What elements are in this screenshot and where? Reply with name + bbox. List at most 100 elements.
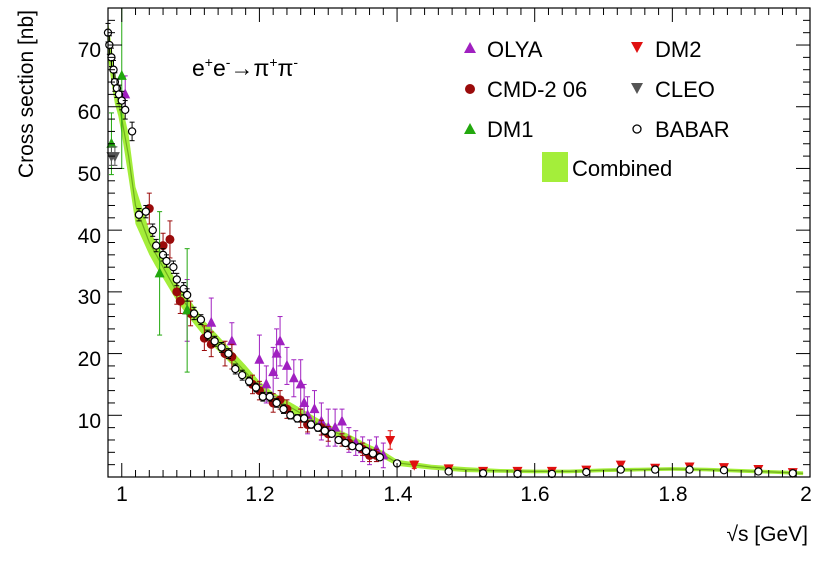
data-point-babar bbox=[182, 290, 192, 300]
legend-entry-cmd2: CMD-2 06 bbox=[465, 77, 587, 102]
data-point-cmd-2-06 bbox=[158, 241, 168, 251]
legend-entry-dm1: DM1 bbox=[464, 117, 533, 142]
data-point-cmd-2-06 bbox=[172, 287, 182, 297]
data-point-babar bbox=[650, 465, 660, 474]
legend-label-olya: OLYA bbox=[487, 37, 543, 62]
data-point-babar bbox=[444, 467, 453, 476]
data-point-olya bbox=[337, 415, 347, 426]
process-electron: e bbox=[192, 55, 205, 81]
data-point-babar bbox=[320, 426, 329, 435]
data-point-olya bbox=[271, 347, 282, 358]
legend-label-dm1: DM1 bbox=[487, 117, 533, 142]
data-point-babar bbox=[238, 370, 247, 380]
data-series-layer bbox=[103, 7, 798, 479]
data-point-babar bbox=[341, 438, 350, 448]
legend-marker-dm2 bbox=[631, 42, 643, 53]
data-point-babar bbox=[231, 364, 240, 374]
series-cmd-2-06 bbox=[144, 192, 381, 463]
legend-label-cmd2: CMD-2 06 bbox=[487, 77, 587, 102]
data-point-babar bbox=[272, 398, 281, 408]
data-point-babar bbox=[616, 465, 625, 474]
data-point-olya bbox=[330, 421, 341, 432]
data-point-babar bbox=[478, 469, 488, 478]
data-point-dm2 bbox=[409, 460, 420, 471]
legend-entry-olya: OLYA bbox=[464, 37, 543, 62]
legend-entry-dm2: DM2 bbox=[631, 37, 701, 62]
legend-entry-combined: Combined bbox=[542, 152, 672, 182]
data-point-olya bbox=[288, 372, 299, 383]
data-point-babar bbox=[172, 275, 182, 284]
data-point-babar bbox=[151, 241, 161, 250]
data-point-babar bbox=[258, 392, 268, 401]
data-point-olya bbox=[299, 396, 310, 407]
legend-entry-babar: BABAR bbox=[632, 117, 730, 142]
data-point-olya bbox=[226, 335, 237, 346]
data-point-babar bbox=[313, 423, 323, 432]
y-tick-label: 30 bbox=[78, 286, 101, 309]
data-point-babar bbox=[251, 383, 261, 392]
process-pion-minus: π bbox=[278, 55, 294, 81]
data-point-olya bbox=[309, 403, 320, 414]
process-electron-charge: + bbox=[205, 54, 213, 70]
data-point-babar bbox=[719, 466, 729, 475]
data-point-dm1 bbox=[116, 69, 127, 80]
data-point-olya bbox=[268, 366, 279, 377]
process-positron: e bbox=[213, 55, 226, 81]
y-tick-label: 50 bbox=[78, 163, 101, 186]
data-point-olya bbox=[261, 378, 272, 389]
data-point-olya bbox=[275, 335, 286, 346]
data-point-cleo bbox=[109, 152, 120, 163]
data-point-babar bbox=[203, 330, 212, 340]
series-dm1 bbox=[106, 7, 193, 373]
y-tick-label: 70 bbox=[78, 39, 101, 62]
legend-label-cleo: CLEO bbox=[655, 77, 715, 102]
x-tick-label: 2 bbox=[800, 483, 812, 506]
x-tick-label: 1 bbox=[116, 483, 128, 506]
data-point-cmd-2-06 bbox=[165, 234, 175, 244]
data-point-babar bbox=[134, 210, 144, 219]
data-point-babar bbox=[788, 469, 797, 478]
data-point-babar bbox=[169, 262, 178, 272]
data-point-olya bbox=[295, 378, 306, 389]
data-point-babar bbox=[127, 127, 137, 136]
y-axis-title: Cross section [nb] bbox=[15, 10, 38, 178]
data-point-olya bbox=[206, 316, 217, 327]
data-point-olya bbox=[254, 353, 265, 364]
legend-marker-babar bbox=[632, 124, 642, 134]
data-point-dm2 bbox=[385, 435, 396, 446]
data-point-babar bbox=[299, 414, 309, 423]
data-point-babar bbox=[306, 420, 316, 429]
data-point-babar bbox=[368, 449, 378, 458]
x-tick-label: 1.2 bbox=[245, 483, 274, 506]
data-point-babar bbox=[224, 349, 233, 358]
series-babar bbox=[103, 22, 797, 479]
x-tick-label: 1.6 bbox=[520, 483, 549, 506]
data-point-babar bbox=[334, 435, 343, 445]
legend-marker-cmd2 bbox=[465, 84, 475, 94]
data-point-babar bbox=[293, 414, 302, 423]
data-point-babar bbox=[217, 343, 226, 352]
data-point-babar bbox=[162, 256, 171, 266]
y-tick-label: 40 bbox=[78, 225, 101, 248]
process-label: e+e-→π+π- bbox=[192, 54, 298, 81]
x-tick-label: 1.4 bbox=[383, 483, 413, 506]
data-point-olya bbox=[281, 359, 292, 370]
y-tick-labels: 10 20 30 40 50 60 70 bbox=[78, 39, 101, 433]
x-tick-label: 1.8 bbox=[658, 483, 687, 506]
legend-label-combined: Combined bbox=[572, 156, 672, 181]
axis-ticks bbox=[108, 7, 811, 477]
data-point-babar bbox=[582, 467, 591, 477]
legend-marker-olya bbox=[464, 42, 476, 53]
data-point-babar bbox=[265, 392, 274, 401]
data-point-dm1 bbox=[106, 137, 117, 148]
x-axis-title: √s [GeV] bbox=[726, 523, 808, 546]
data-point-cmd-2-06 bbox=[175, 296, 185, 306]
process-pion-minus-charge: - bbox=[293, 54, 298, 70]
data-point-babar bbox=[375, 453, 385, 462]
data-point-babar bbox=[121, 105, 130, 115]
y-tick-label: 60 bbox=[78, 101, 101, 124]
data-point-babar bbox=[754, 467, 763, 476]
data-point-babar bbox=[361, 446, 371, 456]
process-pion-plus-charge: + bbox=[269, 54, 277, 70]
